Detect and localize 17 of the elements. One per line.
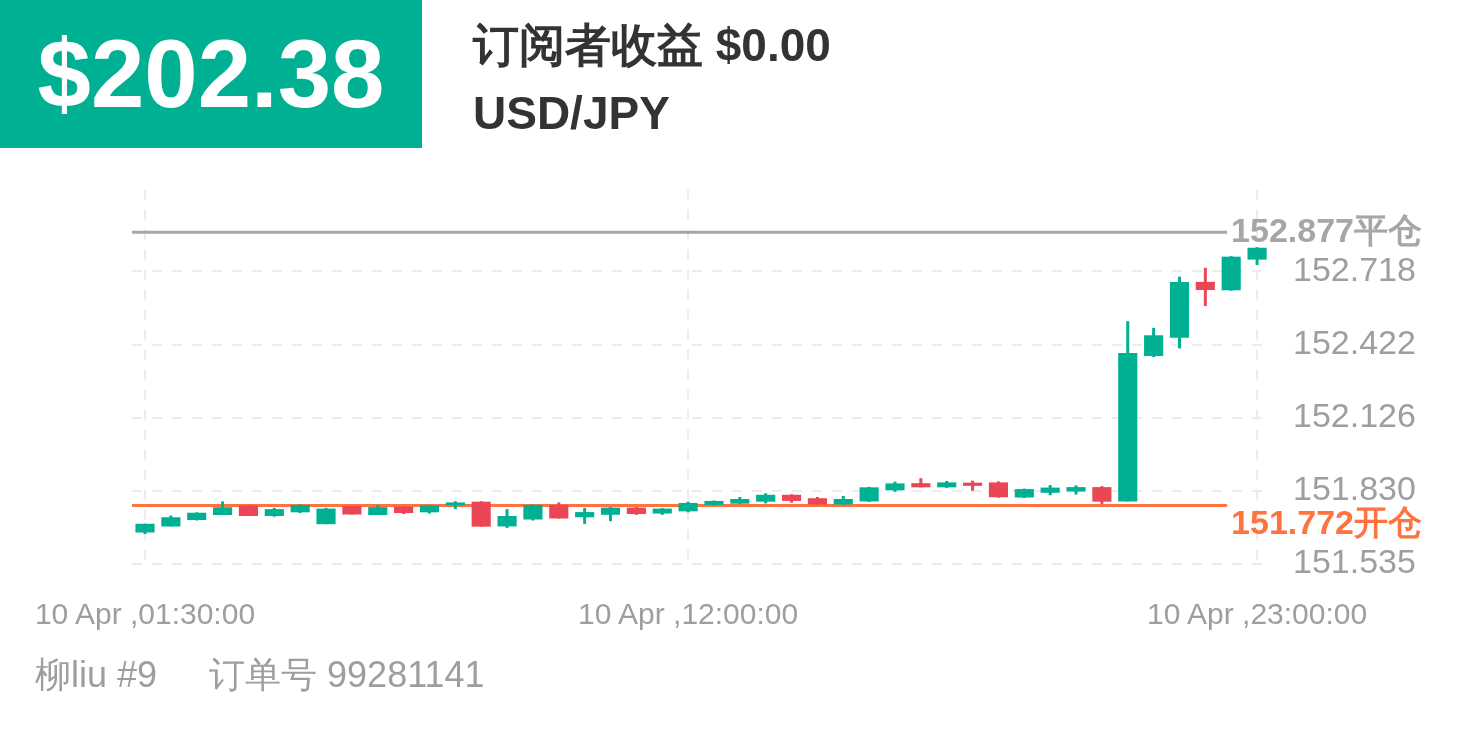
y-tick-label: 152.718	[1293, 249, 1416, 288]
x-tick-label: 10 Apr ,23:00:00	[1146, 597, 1368, 631]
ref-line-label: 151.772开仓	[1231, 503, 1422, 542]
candlestick	[1144, 326, 1164, 359]
candlestick	[1195, 266, 1215, 308]
chart-title: 订阅者收益 $0.00	[473, 19, 831, 71]
y-tick-label: 152.126	[1293, 396, 1416, 435]
y-tick-label: 152.422	[1293, 323, 1416, 362]
text: $202.38	[37, 20, 385, 127]
text: 订单号 99281141	[209, 654, 485, 695]
y-tick-label: 151.535	[1293, 542, 1416, 581]
ref-line-label: 152.877平仓	[1231, 210, 1422, 249]
x-tick-label: 10 Apr ,12:00:00	[578, 597, 799, 631]
candlestick	[497, 509, 517, 528]
text: 柳liu #9	[35, 654, 158, 695]
chart-subtitle: USD/JPY	[473, 87, 670, 139]
x-tick-label: 10 Apr ,01:30:00	[34, 597, 256, 631]
